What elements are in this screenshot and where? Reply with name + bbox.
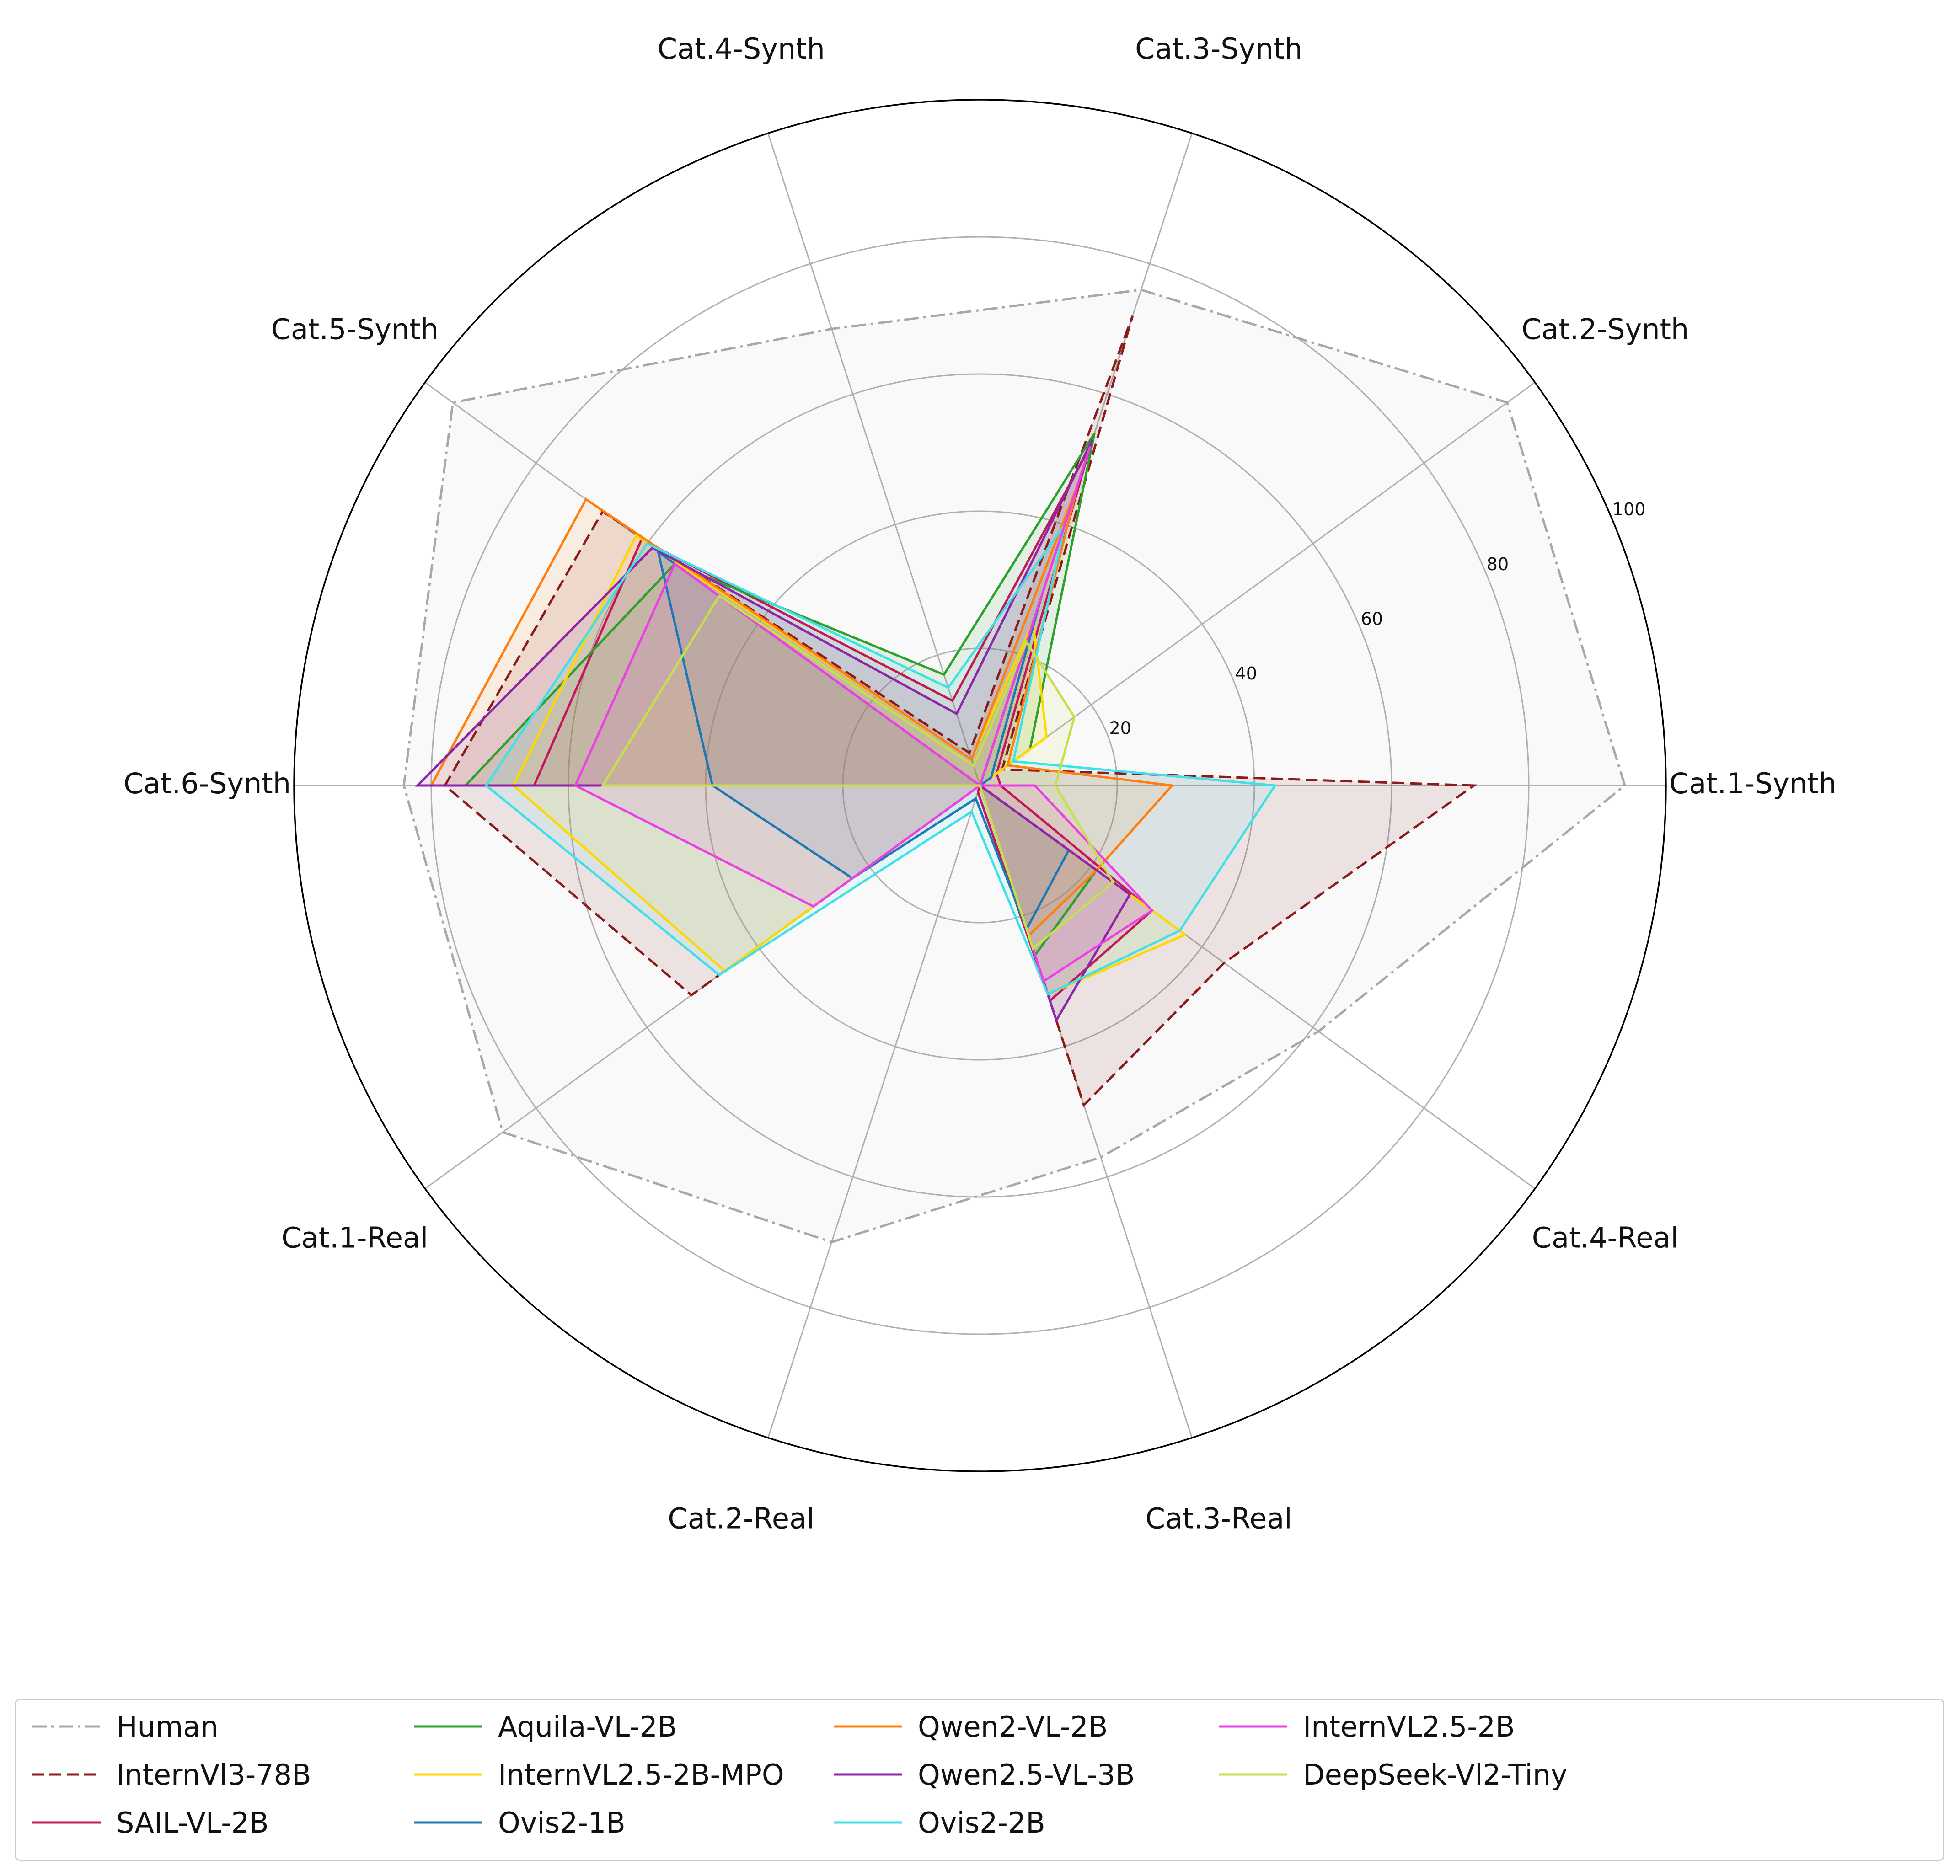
legend-label: Qwen2.5-VL-3B [918, 1758, 1135, 1791]
legend-item-aquila-vl-2b: Aquila-VL-2B [414, 1704, 677, 1749]
legend-label: Human [116, 1710, 219, 1743]
radial-tick-label: 20 [1109, 718, 1131, 738]
legend-label: InternVL2.5-2B-MPO [498, 1758, 784, 1791]
legend-item-ovis2-2b: Ovis2-2B [834, 1800, 1045, 1845]
legend-item-internvl2-5-2b-mpo: InternVL2.5-2B-MPO [414, 1752, 784, 1797]
series-layer [402, 289, 1626, 1244]
series-fill-internvl2-5-2b [575, 446, 1152, 982]
radial-tick-label: 60 [1361, 609, 1383, 629]
series-fill-sail-vl-2b [534, 446, 1152, 1001]
legend-label: InternVL2.5-2B [1303, 1710, 1515, 1743]
series-fill-deepseek-vl2-tiny [603, 596, 1114, 949]
legend-item-human: Human [32, 1704, 219, 1749]
radial-tick-label: 100 [1612, 499, 1646, 519]
axis-label-cat-4-synth: Cat.4-Synth [658, 32, 825, 65]
series-line-human [402, 289, 1626, 1244]
legend-swatch [1219, 1725, 1287, 1728]
series-fill-internvl3-78b [445, 315, 1474, 1105]
legend-swatch [414, 1725, 482, 1728]
legend-item-qwen2-5-vl-3b: Qwen2.5-VL-3B [834, 1752, 1135, 1797]
legend-label: Ovis2-2B [918, 1806, 1045, 1839]
legend: Human InternVl3-78B SAIL-VL-2B Aquila-VL-2B… [15, 1699, 1944, 1861]
legend-item-ovis2-1b: Ovis2-1B [414, 1800, 626, 1845]
series-fill-qwen2-5-vl-3b [418, 439, 1130, 1021]
series-fill-ovis2-1b [658, 551, 1069, 929]
legend-swatch [1219, 1773, 1287, 1776]
axis-label-cat-6-synth: Cat.6-Synth [123, 767, 291, 800]
radar-chart: 20 40 60 80 100 Cat.1-Synth Cat.2-Synth Cat.3-S… [123, 32, 1837, 1535]
legend-label: DeepSeek-Vl2-Tiny [1303, 1758, 1568, 1791]
legend-label: Qwen2-VL-2B [918, 1710, 1108, 1743]
axis-label-cat-5-synth: Cat.5-Synth [271, 313, 439, 346]
legend-item-sail-vl-2b: SAIL-VL-2B [32, 1800, 269, 1845]
polar-frame [293, 99, 1667, 1472]
axis-label-cat-3-synth: Cat.3-Synth [1135, 32, 1302, 65]
legend-swatch [834, 1725, 902, 1728]
series-fill-ovis2-2b [486, 524, 1275, 994]
spoke-7 [767, 785, 981, 1438]
series-line-deepseek-vl2-tiny [600, 594, 1115, 951]
axis-label-cat-4-real: Cat.4-Real [1532, 1221, 1679, 1254]
axis-label-cat-1-real: Cat.1-Real [281, 1221, 428, 1254]
axis-label-cat-2-synth: Cat.2-Synth [1521, 313, 1689, 346]
radial-tick-label: 40 [1235, 663, 1257, 684]
spoke-3 [767, 133, 981, 786]
legend-swatch [32, 1725, 101, 1728]
series-line-qwen2-5-vl-3b [415, 439, 1131, 1023]
legend-item-internvl3-78b: InternVl3-78B [32, 1752, 311, 1797]
legend-swatch [32, 1773, 101, 1776]
series-line-aquila-vl-2b [463, 433, 1098, 958]
labels-layer: 20 40 60 80 100 Cat.1-Synth Cat.2-Synth Cat.3-S… [123, 32, 1837, 1535]
legend-label: SAIL-VL-2B [116, 1806, 269, 1839]
legend-label: Ovis2-1B [498, 1806, 626, 1839]
series-line-ovis2-2b [484, 524, 1277, 996]
legend-label: Aquila-VL-2B [498, 1710, 677, 1743]
series-lines [402, 289, 1626, 1244]
radial-tick-label: 80 [1487, 554, 1509, 574]
series-fill-aquila-vl-2b [466, 433, 1097, 955]
legend-item-qwen2-vl-2b: Qwen2-VL-2B [834, 1704, 1108, 1749]
legend-swatch [834, 1773, 902, 1776]
series-line-internvl2-5-2b [573, 446, 1154, 983]
axis-label-cat-1-synth: Cat.1-Synth [1669, 767, 1837, 800]
legend-label: InternVl3-78B [116, 1758, 311, 1791]
legend-swatch [32, 1821, 101, 1824]
legend-swatch [414, 1773, 482, 1776]
legend-item-deepseek-vl2-tiny: DeepSeek-Vl2-Tiny [1219, 1752, 1568, 1797]
spoke-1 [980, 382, 1536, 786]
legend-swatch [834, 1821, 902, 1824]
axis-label-cat-2-real: Cat.2-Real [668, 1502, 814, 1535]
axis-label-cat-3-real: Cat.3-Real [1146, 1502, 1292, 1535]
legend-item-internvl2-5-2b: InternVL2.5-2B [1219, 1704, 1515, 1749]
legend-swatch [414, 1821, 482, 1824]
